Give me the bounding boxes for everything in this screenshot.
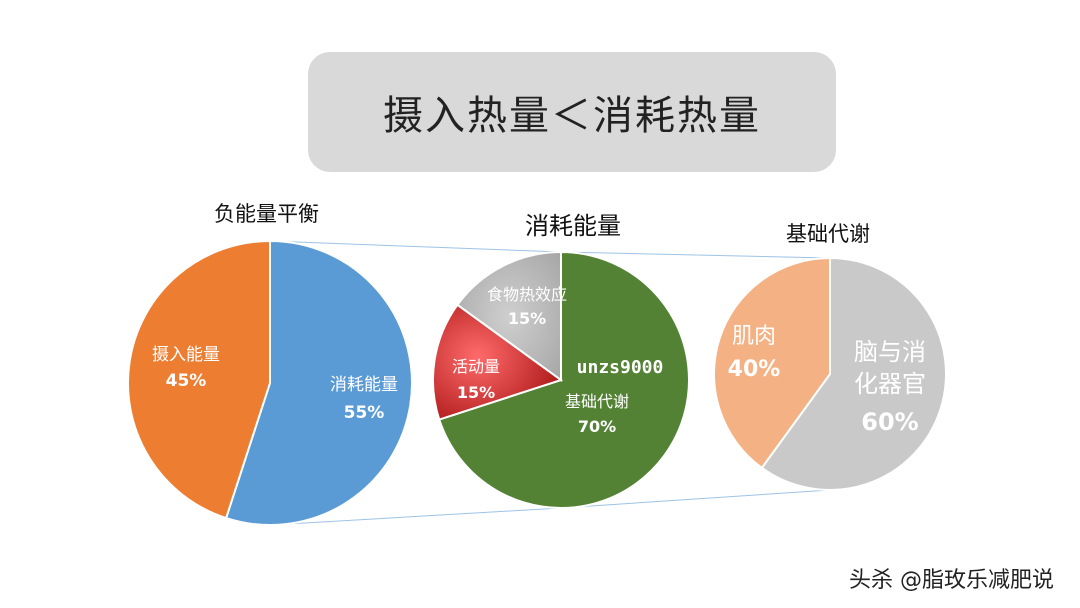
pie-slice <box>437 250 690 509</box>
pie-consumption: 基础代谢 70% 活动量 15% 食物热效应 15% unzs9000 <box>432 250 690 509</box>
slice-label: 肌肉 <box>732 324 776 349</box>
slice-value-label: 40% <box>728 357 781 382</box>
connector-line <box>560 251 831 259</box>
slice-label: 摄入能量 <box>152 345 220 365</box>
pie-balance: 摄入能量 45% 消耗能量 55% <box>127 239 413 526</box>
slice-value-label: 15% <box>508 309 546 328</box>
pie-slice <box>713 256 831 470</box>
chart-title-balance: 负能量平衡 <box>214 202 319 226</box>
slice-label: 脑与消 <box>854 338 926 366</box>
annotation-text: unzs9000 <box>577 357 664 378</box>
pie-slice <box>127 239 271 520</box>
connector-line <box>269 507 562 526</box>
slice-value-label: 15% <box>457 383 495 402</box>
slice-value-label: 45% <box>166 371 207 391</box>
slice-label: 化器官 <box>854 370 926 398</box>
slice-label: 消耗能量 <box>330 375 398 395</box>
slice-value-label: 55% <box>344 403 385 423</box>
pie-slice <box>224 239 413 526</box>
pie-slice <box>760 256 947 491</box>
connector-line <box>269 240 562 253</box>
page-title: 摄入热量＜消耗热量 <box>383 93 761 139</box>
connector-line <box>560 489 831 509</box>
slice-label: 基础代谢 <box>565 392 629 411</box>
pie-slice <box>432 303 564 421</box>
pie-slice <box>456 250 562 382</box>
chart-title-bmr: 基础代谢 <box>786 222 870 246</box>
slice-label: 食物热效应 <box>487 285 567 304</box>
watermark: 头杀 @脂玫乐减肥说 <box>849 568 1054 593</box>
slice-value-label: 60% <box>861 408 918 436</box>
chart-title-consumption: 消耗能量 <box>525 212 621 240</box>
title-box: 摄入热量＜消耗热量 <box>308 52 836 172</box>
slice-value-label: 70% <box>578 417 616 436</box>
slice-label: 活动量 <box>452 357 500 376</box>
